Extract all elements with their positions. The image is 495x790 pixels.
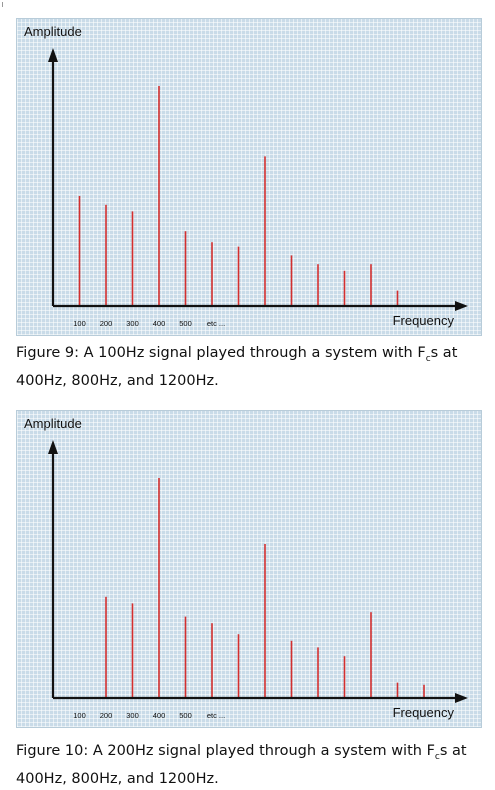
- chart-panel: [16, 410, 482, 728]
- figure-caption: Figure 9: A 100Hz signal played through …: [16, 342, 482, 392]
- chart-panel: [16, 18, 482, 336]
- caption-text-rest: s at 400Hz, 800Hz, and 1200Hz.: [16, 743, 467, 787]
- figure-caption: Figure 10: A 200Hz signal played through…: [16, 740, 482, 790]
- caption-text-rest: s at 400Hz, 800Hz, and 1200Hz.: [16, 345, 458, 389]
- x-axis-arrow: [455, 693, 468, 703]
- caption-subscript: c: [425, 353, 431, 364]
- x-axis-label: Frequency: [392, 313, 454, 328]
- caption-text: Figure 10: A 200Hz signal played through…: [16, 743, 435, 759]
- x-tick-label: 100: [73, 319, 86, 328]
- figure-10: 100 200 300 400 500 etc ... Amplitude Frequen…: [16, 410, 482, 787]
- x-tick-label: etc ...: [207, 319, 225, 328]
- x-axis-label: Frequency: [392, 705, 454, 720]
- corner-mark: [2, 2, 5, 7]
- y-axis-label: Amplitude: [24, 24, 82, 39]
- x-tick-label: 300: [126, 711, 139, 720]
- x-tick-label: 400: [153, 319, 166, 328]
- x-tick-label: 200: [100, 319, 113, 328]
- caption-text: Figure 9: A 100Hz signal played through …: [16, 345, 426, 361]
- x-tick-label: 500: [179, 319, 192, 328]
- x-tick-label: 100: [73, 711, 86, 720]
- chart-svg: 100 200 300 400 500 etc ...: [48, 440, 468, 720]
- x-tick-label: etc ...: [207, 711, 225, 720]
- x-tick-label: 500: [179, 711, 192, 720]
- x-axis-arrow: [455, 301, 468, 311]
- x-tick-label: 300: [126, 319, 139, 328]
- x-tick-label: 200: [100, 711, 113, 720]
- caption-subscript: c: [434, 751, 440, 762]
- x-tick-label: 400: [153, 711, 166, 720]
- y-axis-arrow: [48, 48, 58, 62]
- y-axis-arrow: [48, 440, 58, 454]
- chart-svg: 100 200 300 400 500 etc ...: [48, 48, 468, 328]
- figure-9: 100 200 300 400 500 etc ... Amplitude Frequen…: [16, 18, 482, 389]
- y-axis-label: Amplitude: [24, 416, 82, 431]
